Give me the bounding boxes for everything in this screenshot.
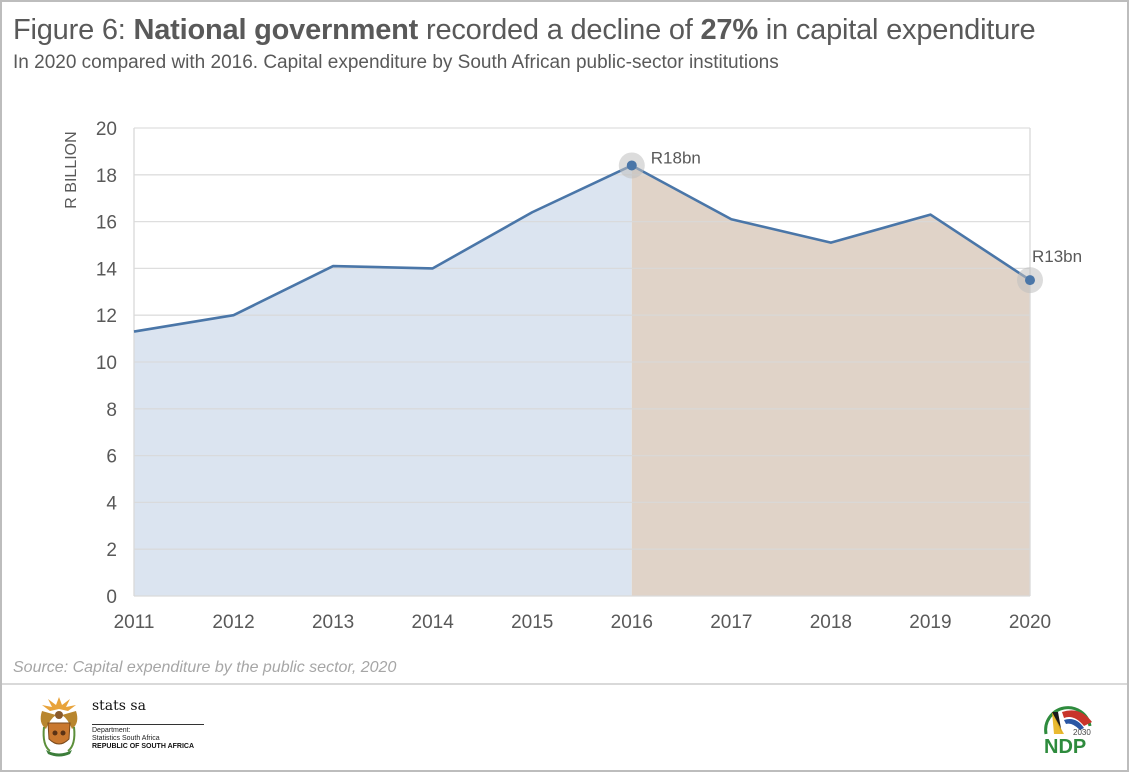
area-before-split (134, 165, 632, 596)
title-middle: recorded a decline of (418, 14, 701, 46)
data-label: R18bn (651, 148, 701, 167)
data-point-marker (1025, 275, 1035, 286)
footer-divider (2, 683, 1127, 685)
x-tick-label: 2011 (114, 612, 155, 633)
department-text: Department: Statistics South Africa (92, 727, 160, 743)
x-tick-labels: 2011 2012 2013 2014 2015 2016 2017 2018 2019 2020 (114, 612, 1052, 633)
x-tick-label: 2014 (412, 612, 455, 633)
x-tick-label: 2018 (810, 612, 852, 633)
statssa-logo: stats sa Department: Statistics South Af… (36, 693, 216, 761)
x-tick-label: 2019 (909, 612, 951, 633)
annotations: R18bn R13bn (618, 148, 1082, 294)
ndp-2030-logo-icon: 2030 NDP (1044, 706, 1092, 756)
x-tick-label: 2017 (710, 612, 752, 633)
y-tick-label: 0 (106, 587, 117, 608)
x-tick-label: 2015 (511, 612, 553, 633)
y-tick-label: 12 (96, 306, 117, 327)
ndp-year: 2030 (1073, 728, 1091, 737)
grid-layer (133, 127, 1031, 597)
y-tick-label: 16 (96, 213, 117, 234)
area-after-split (631, 165, 1030, 596)
y-tick-label: 8 (106, 400, 117, 421)
department-line1: Department: (92, 727, 131, 734)
ndp-text: NDP (1044, 736, 1086, 756)
y-tick-label: 4 (106, 493, 117, 514)
title-suffix: in capital expenditure (757, 14, 1036, 46)
source-note: Source: Capital expenditure by the publi… (13, 659, 397, 676)
y-tick-label: 2 (106, 540, 117, 561)
title-value: 27% (700, 14, 759, 46)
x-tick-label: 2012 (212, 612, 254, 633)
data-label: R13bn (1032, 247, 1082, 266)
y-tick-labels: 0 2 4 6 8 10 12 14 16 18 20 (96, 119, 118, 608)
y-tick-label: 20 (96, 119, 117, 140)
statssa-wordmark: stats sa (92, 698, 146, 714)
area-layer (134, 165, 1030, 596)
logo-rule (92, 724, 204, 725)
chart-title: Figure 6: National government recorded a… (13, 14, 1036, 47)
title-prefix: Figure 6: (13, 14, 134, 46)
line-layer (133, 164, 1031, 333)
x-tick-label: 2013 (312, 612, 354, 633)
coat-of-arms-icon (40, 697, 78, 757)
x-tick-label: 2020 (1009, 612, 1051, 633)
y-tick-label: 6 (106, 447, 117, 468)
y-axis-label: R BILLION (63, 131, 80, 208)
y-tick-label: 10 (96, 353, 117, 374)
republic-text: REPUBLIC OF SOUTH AFRICA (92, 743, 195, 750)
y-tick-label: 18 (96, 166, 117, 187)
data-point-marker (626, 160, 637, 171)
chart-subtitle: In 2020 compared with 2016. Capital expe… (13, 52, 779, 73)
title-subject: National government (133, 14, 419, 46)
y-tick-label: 14 (96, 259, 118, 280)
x-tick-label: 2016 (611, 612, 653, 633)
department-line2: Statistics South Africa (92, 735, 160, 742)
series-line (133, 164, 1031, 333)
